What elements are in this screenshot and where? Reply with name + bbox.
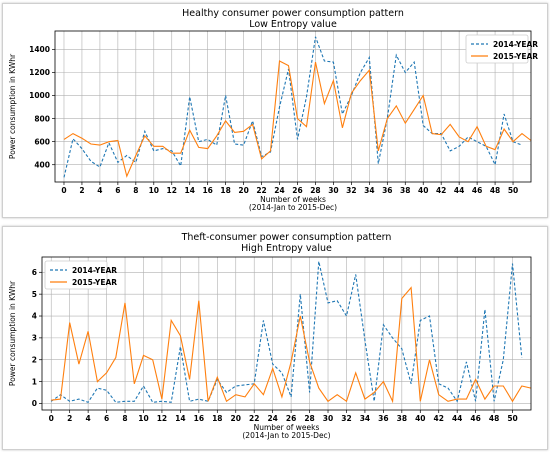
x-tick-label: 34	[364, 186, 374, 195]
x-tick-label: 14	[184, 186, 194, 195]
x-tick-label: 2	[79, 186, 84, 195]
x-tick-label: 6	[115, 186, 120, 195]
legend-label: 2015-YEAR	[493, 52, 538, 61]
y-tick-label: 3	[32, 334, 37, 343]
x-tick-label: 42	[434, 414, 444, 423]
x-tick-label: 38	[400, 186, 410, 195]
x-tick-label: 40	[418, 186, 428, 195]
y-axis-label: Power consumption in KWhr	[8, 53, 17, 159]
series-line-2015-year	[63, 60, 532, 178]
x-tick-label: 48	[490, 186, 500, 195]
x-tick-label: 34	[360, 414, 370, 423]
y-tick-label: 800	[34, 114, 50, 123]
theft-consumer-chart: Theft-consumer power consumption pattern…	[8, 232, 532, 440]
x-tick-label: 28	[310, 186, 320, 195]
x-tick-label: 12	[157, 414, 167, 423]
x-tick-label: 36	[378, 414, 388, 423]
x-tick-label: 48	[489, 414, 499, 423]
x-tick-label: 0	[61, 186, 66, 195]
y-tick-label: 600	[34, 137, 50, 146]
x-tick-label: 30	[323, 414, 333, 423]
y-tick-label: 1000	[29, 91, 50, 100]
x-tick-label: 46	[472, 186, 482, 195]
healthy-consumer-chart: Healthy consumer power consumption patte…	[8, 8, 538, 212]
x-axis-label: Number of weeks	[260, 195, 326, 204]
x-tick-label: 2	[67, 414, 72, 423]
x-tick-label: 18	[212, 414, 222, 423]
x-tick-label: 36	[382, 186, 392, 195]
y-tick-label: 6	[32, 268, 37, 277]
y-tick-label: 0	[32, 399, 37, 408]
x-tick-label: 40	[415, 414, 425, 423]
x-tick-label: 50	[507, 414, 517, 423]
y-tick-label: 400	[34, 160, 50, 169]
x-axis-label: Number of weeks	[254, 423, 320, 432]
y-tick-label: 1200	[29, 68, 50, 77]
x-tick-label: 44	[452, 414, 462, 423]
legend-label: 2014-YEAR	[72, 266, 117, 275]
x-tick-label: 0	[49, 414, 54, 423]
y-tick-label: 2	[32, 355, 37, 364]
legend-label: 2014-YEAR	[493, 40, 538, 49]
x-tick-label: 8	[122, 414, 127, 423]
y-tick-label: 1400	[29, 45, 50, 54]
chart-subtitle: Low Entropy value	[249, 19, 337, 30]
x-tick-label: 26	[286, 414, 296, 423]
y-tick-label: 5	[32, 290, 37, 299]
series-line-2014-year	[63, 36, 523, 178]
x-tick-label: 16	[202, 186, 212, 195]
x-tick-label: 4	[97, 186, 102, 195]
x-tick-label: 16	[194, 414, 204, 423]
x-tick-label: 22	[249, 414, 259, 423]
x-tick-label: 44	[454, 186, 464, 195]
chart-title: Healthy consumer power consumption patte…	[182, 8, 404, 19]
plot-frame	[41, 256, 532, 411]
x-tick-label: 18	[220, 186, 230, 195]
x-tick-label: 10	[138, 414, 148, 423]
chart-title: Theft-consumer power consumption pattern	[181, 232, 392, 243]
x-tick-label: 12	[167, 186, 177, 195]
x-tick-label: 50	[508, 186, 518, 195]
y-tick-label: 4	[32, 312, 37, 321]
x-tick-label: 28	[304, 414, 314, 423]
x-tick-label: 20	[238, 186, 248, 195]
x-axis-sublabel: (2014-Jan to 2015-Dec)	[249, 203, 337, 212]
x-tick-label: 20	[231, 414, 241, 423]
x-tick-label: 24	[274, 186, 284, 195]
x-tick-label: 32	[346, 186, 356, 195]
x-tick-label: 30	[328, 186, 338, 195]
x-tick-label: 26	[292, 186, 302, 195]
x-tick-label: 14	[175, 414, 185, 423]
series-line-2014-year	[50, 261, 523, 403]
chart-subtitle: High Entropy value	[241, 243, 332, 254]
theft-consumer-chart-panel: Theft-consumer power consumption pattern…	[2, 226, 548, 450]
x-tick-label: 8	[133, 186, 138, 195]
x-tick-label: 10	[149, 186, 159, 195]
y-axis-label: Power consumption in KWhr	[8, 280, 17, 386]
healthy-consumer-chart-panel: Healthy consumer power consumption patte…	[2, 3, 548, 218]
plot-frame	[54, 30, 532, 183]
x-tick-label: 4	[86, 414, 91, 423]
x-tick-label: 6	[104, 414, 109, 423]
x-tick-label: 38	[397, 414, 407, 423]
x-tick-label: 32	[341, 414, 351, 423]
x-tick-label: 22	[256, 186, 266, 195]
y-tick-label: 1	[32, 377, 37, 386]
x-axis-sublabel: (2014-Jan to 2015-Dec)	[242, 431, 330, 440]
legend-label: 2015-YEAR	[72, 278, 117, 287]
x-tick-label: 46	[470, 414, 480, 423]
series-line-2015-year	[51, 286, 532, 404]
x-tick-label: 42	[436, 186, 446, 195]
x-tick-label: 24	[267, 414, 277, 423]
